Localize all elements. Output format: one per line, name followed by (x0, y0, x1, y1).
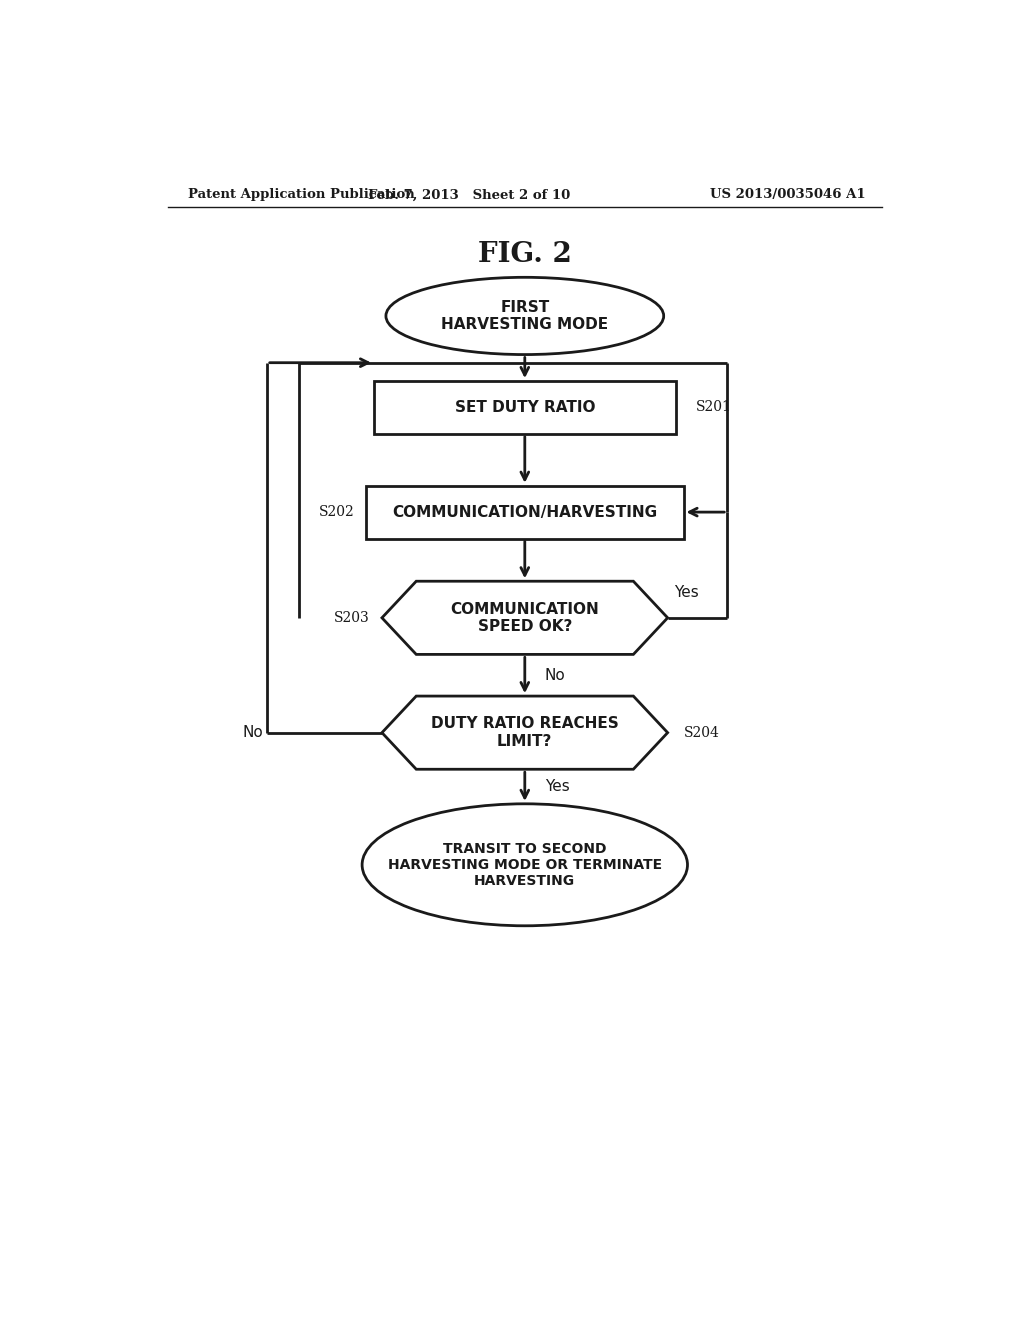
Text: COMMUNICATION
SPEED OK?: COMMUNICATION SPEED OK? (451, 602, 599, 634)
Text: S202: S202 (318, 506, 354, 519)
Text: FIG. 2: FIG. 2 (478, 242, 571, 268)
Bar (367, 486, 684, 539)
Ellipse shape (386, 277, 664, 355)
Text: Patent Application Publication: Patent Application Publication (187, 189, 415, 202)
Text: S204: S204 (684, 726, 720, 739)
Text: No: No (545, 668, 565, 682)
Text: S203: S203 (334, 611, 370, 624)
Text: US 2013/0035046 A1: US 2013/0035046 A1 (711, 189, 866, 202)
Polygon shape (382, 696, 668, 770)
Text: S201: S201 (695, 400, 731, 414)
Text: DUTY RATIO REACHES
LIMIT?: DUTY RATIO REACHES LIMIT? (431, 717, 618, 748)
Bar (374, 381, 676, 434)
Polygon shape (382, 581, 668, 655)
Ellipse shape (362, 804, 687, 925)
Text: SET DUTY RATIO: SET DUTY RATIO (455, 400, 595, 414)
Text: No: No (242, 725, 263, 741)
Text: Yes: Yes (674, 585, 698, 599)
Text: Yes: Yes (545, 779, 569, 795)
Text: COMMUNICATION/HARVESTING: COMMUNICATION/HARVESTING (392, 504, 657, 520)
Text: FIRST
HARVESTING MODE: FIRST HARVESTING MODE (441, 300, 608, 333)
Text: Feb. 7, 2013   Sheet 2 of 10: Feb. 7, 2013 Sheet 2 of 10 (368, 189, 570, 202)
Text: TRANSIT TO SECOND
HARVESTING MODE OR TERMINATE
HARVESTING: TRANSIT TO SECOND HARVESTING MODE OR TER… (388, 842, 662, 888)
